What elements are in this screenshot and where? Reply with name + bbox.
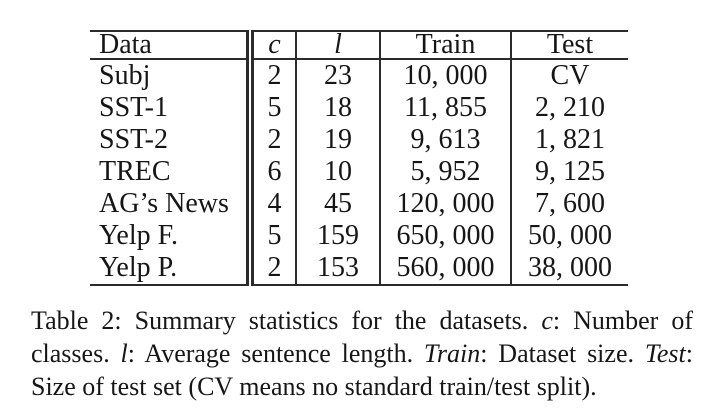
caption-line: Size of test set (CV means no standard t… (31, 370, 693, 403)
classes-cell: 2 (250, 252, 297, 285)
caption-text: : Number of (552, 306, 693, 335)
classes-cell: 4 (250, 188, 297, 220)
table-header-row: Data c l Train Test (90, 31, 628, 60)
length-cell: 18 (296, 92, 381, 124)
length-cell: 23 (296, 59, 381, 92)
table-row: Subj 2 23 10, 000 CV (90, 59, 628, 92)
caption-text: Table 2: Summary statistics for the data… (31, 306, 542, 335)
caption-term-test: Test (644, 339, 686, 368)
test-size-cell: 1, 821 (535, 124, 605, 155)
classes-cell: 5 (250, 92, 297, 124)
train-size-cell: 560, 000 (380, 252, 512, 285)
test-size-cell: 50, 000 (528, 220, 612, 251)
col-header-train: Train (380, 31, 512, 60)
test-size-cell: 38, 000 (528, 252, 612, 283)
caption-text: Size of test set (CV means no standard t… (31, 372, 597, 401)
length-cell: 45 (296, 188, 381, 220)
classes-cell: 2 (250, 124, 297, 156)
length-cell: 19 (296, 124, 381, 156)
caption-term-train: Train (423, 339, 481, 368)
caption-line: Table 2: Summary statistics for the data… (31, 304, 693, 337)
col-header-length: l (296, 31, 381, 60)
dataset-name-cell: Yelp F. (90, 220, 254, 252)
dataset-summary-table: Data c l Train Test Subj 2 23 10, 000 CV… (90, 30, 628, 286)
classes-cell: 5 (250, 220, 297, 252)
caption-line: classes. l: Average sentence length. Tra… (31, 337, 693, 370)
dataset-name-cell: TREC (90, 156, 254, 188)
col-header-classes: c (250, 31, 297, 60)
dataset-name-cell: SST-2 (90, 124, 254, 156)
table-row: Yelp F. 5 159 650, 000 50, 000 (90, 220, 628, 252)
table-row: SST-1 5 18 11, 855 2, 210 (90, 92, 628, 124)
test-size-cell: 7, 600 (535, 188, 605, 219)
train-size-cell: 5, 952 (380, 156, 512, 188)
classes-cell: 2 (250, 59, 297, 92)
caption-text: : Average sentence length. (127, 339, 424, 368)
classes-cell: 6 (250, 156, 297, 188)
table-row: Yelp P. 2 153 560, 000 38, 000 (90, 252, 628, 285)
table-caption: Table 2: Summary statistics for the data… (31, 304, 693, 403)
dataset-name-cell: Subj (90, 59, 254, 92)
train-size-cell: 9, 613 (380, 124, 512, 156)
test-size-cell: 2, 210 (535, 92, 605, 123)
length-cell: 153 (296, 252, 381, 285)
dataset-name-cell: Yelp P. (90, 252, 254, 285)
train-size-cell: 120, 000 (380, 188, 512, 220)
col-header-data: Data (90, 31, 254, 60)
col-header-test: Test (511, 31, 628, 60)
train-size-cell: 10, 000 (380, 59, 512, 92)
test-size-cell: 9, 125 (535, 156, 605, 187)
length-cell: 159 (296, 220, 381, 252)
train-size-cell: 11, 855 (380, 92, 512, 124)
train-size-cell: 650, 000 (380, 220, 512, 252)
table-row: AG’s News 4 45 120, 000 7, 600 (90, 188, 628, 220)
table-row: SST-2 2 19 9, 613 1, 821 (90, 124, 628, 156)
caption-math-l: l (120, 339, 128, 368)
caption-text: : Dataset size. (480, 339, 645, 368)
caption-math-c: c (541, 306, 553, 335)
table-row: TREC 6 10 5, 952 9, 125 (90, 156, 628, 188)
test-size-cell: CV (550, 60, 590, 91)
dataset-name-cell: AG’s News (90, 188, 254, 220)
length-cell: 10 (296, 156, 381, 188)
dataset-name-cell: SST-1 (90, 92, 254, 124)
caption-text: : (685, 339, 694, 368)
caption-text: classes. (31, 339, 121, 368)
